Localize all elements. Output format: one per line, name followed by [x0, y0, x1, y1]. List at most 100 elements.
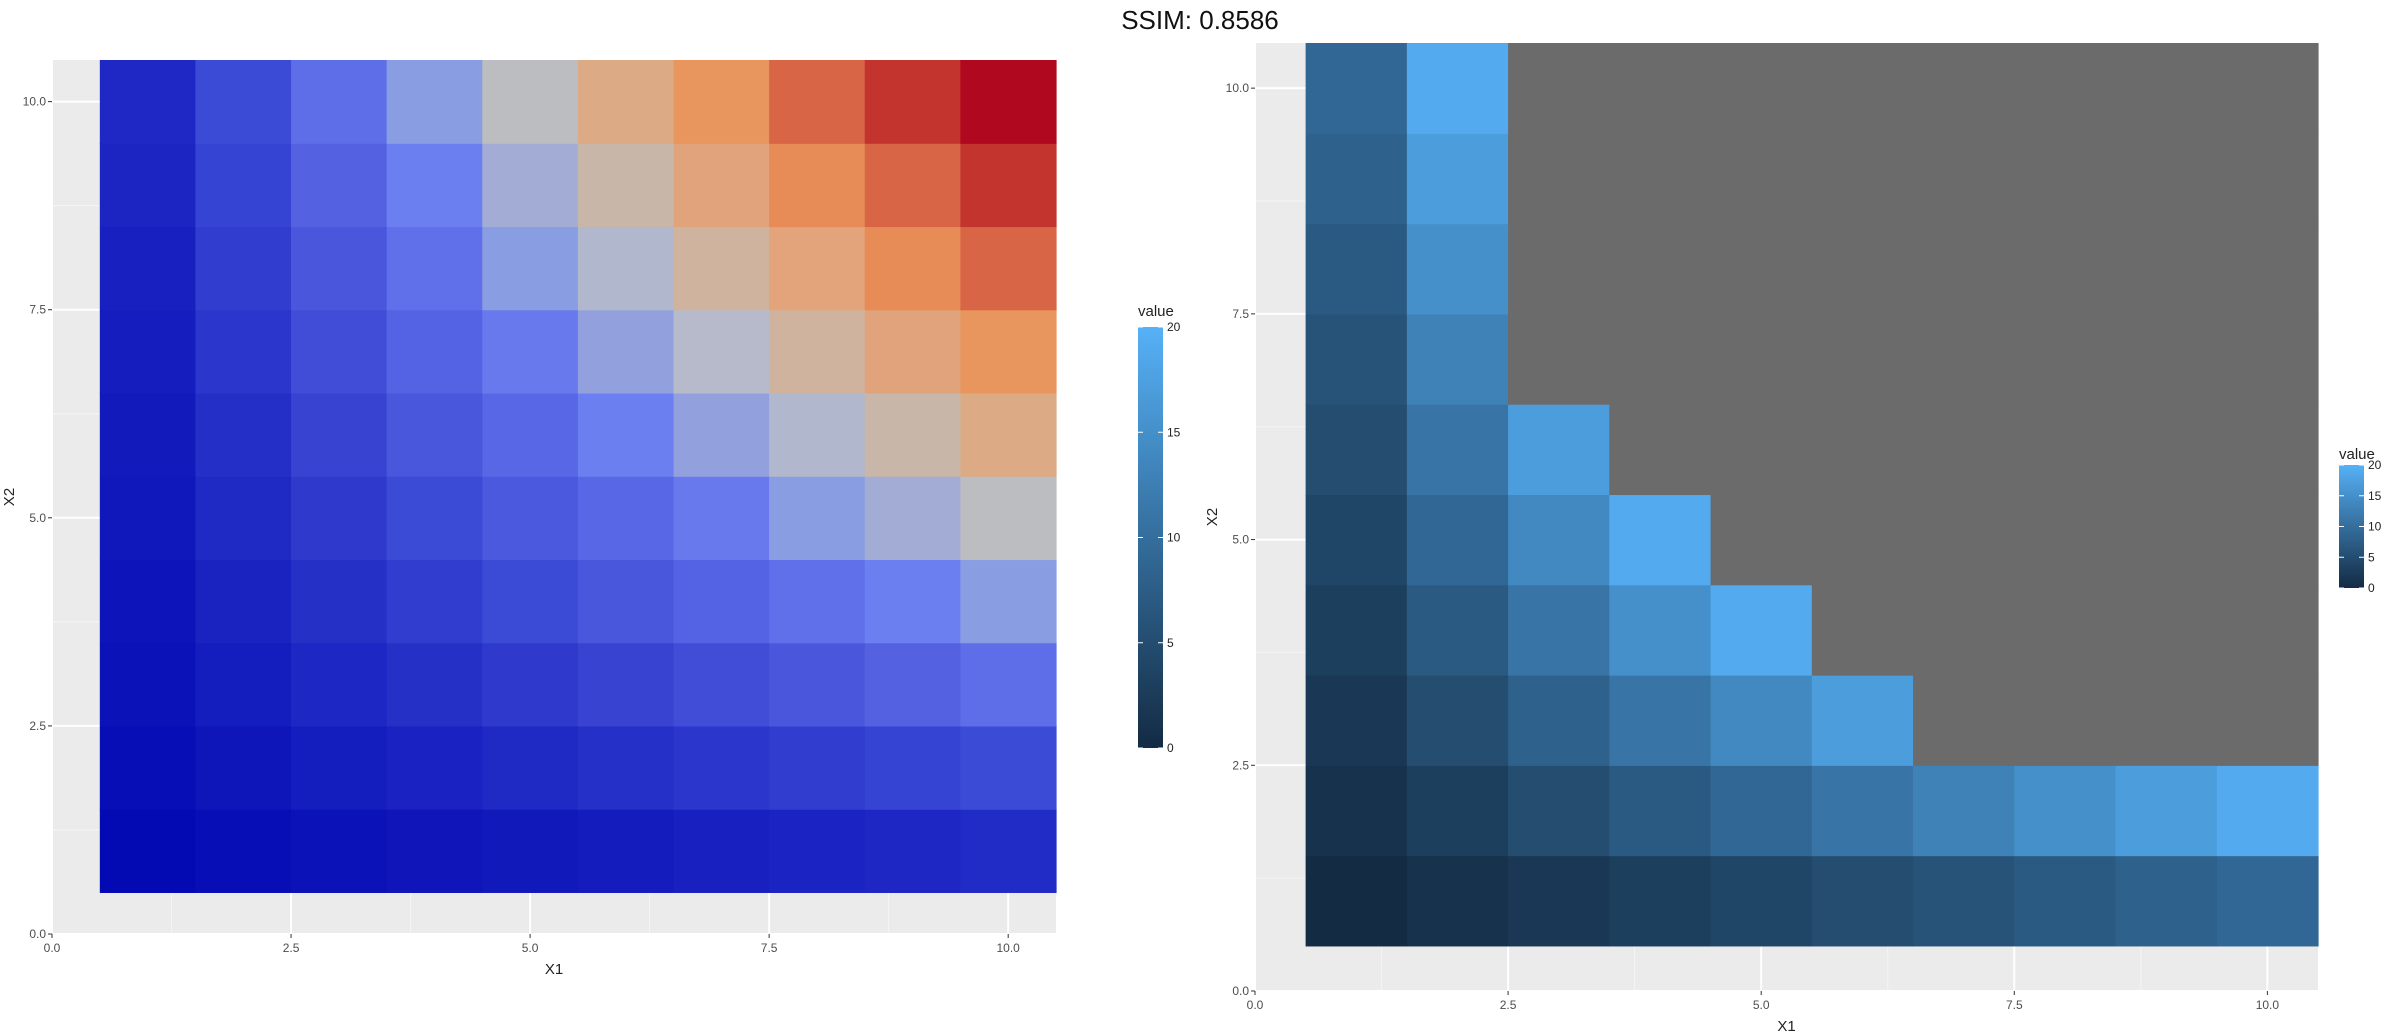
heatmap-cell — [195, 642, 292, 727]
legend-tick-label: 10 — [2368, 520, 2382, 534]
heatmap-cell — [864, 309, 961, 394]
heatmap-cell — [1811, 494, 1914, 586]
heatmap-cell — [577, 392, 675, 477]
heatmap-cell — [386, 392, 483, 477]
heatmap-cell — [1710, 584, 1813, 676]
heatmap-cell — [291, 809, 388, 893]
heatmap-cell — [1710, 43, 1813, 134]
heatmap-cell — [99, 559, 197, 644]
heatmap-cell — [960, 60, 1057, 144]
heatmap-cell — [482, 309, 579, 394]
heatmap-cell — [1508, 223, 1610, 315]
heatmap-cell — [2014, 133, 2117, 225]
heatmap-cell — [1305, 765, 1408, 857]
heatmap-cell — [386, 809, 483, 893]
heatmap-cell — [1406, 494, 1509, 586]
heatmap-cell — [1406, 765, 1509, 857]
heatmap-cells — [99, 60, 1057, 893]
heatmap-cell — [864, 725, 961, 810]
x-tick-label: 7.5 — [2006, 998, 2023, 1012]
legend-tick-label: 0 — [1167, 741, 1174, 755]
heatmap-cell — [1913, 675, 2015, 766]
x-tick-label: 0.0 — [1247, 998, 1264, 1012]
heatmap-cell — [2115, 313, 2218, 405]
heatmap-cell — [1609, 675, 1712, 766]
y-tick-label: 5.0 — [29, 511, 46, 525]
heatmap-cell — [577, 642, 675, 727]
heatmap-cell — [1609, 133, 1712, 225]
heatmap-cell — [291, 309, 388, 394]
heatmap-cell — [960, 476, 1057, 561]
heatmap-cell — [386, 143, 483, 228]
heatmap-cell — [960, 309, 1057, 394]
heatmap-cell — [195, 476, 292, 561]
heatmap-cell — [864, 559, 961, 644]
heatmap-cell — [1710, 675, 1813, 766]
heatmap-cell — [673, 226, 770, 311]
y-tick-label: 7.5 — [1232, 307, 1249, 321]
x-tick-label: 5.0 — [1753, 998, 1770, 1012]
heatmap-cell — [1710, 765, 1813, 857]
heatmap-cell — [577, 226, 675, 311]
heatmap-cell — [195, 226, 292, 311]
heatmap-cell — [769, 392, 866, 477]
heatmap-cell — [1508, 494, 1610, 586]
heatmap-cell — [1913, 43, 2015, 134]
heatmap-cell — [1913, 584, 2015, 676]
heatmap-cell — [1305, 404, 1408, 496]
legend-tick-label: 15 — [2368, 489, 2382, 503]
heatmap-cell — [482, 60, 579, 144]
x-axis-title: X1 — [545, 961, 563, 978]
heatmap-cell — [482, 559, 579, 644]
heatmap-cell — [2216, 313, 2319, 405]
y-tick-label: 0.0 — [1232, 984, 1249, 998]
heatmap-cell — [769, 226, 866, 311]
heatmap-cell — [386, 642, 483, 727]
legend-tick-label: 20 — [2368, 458, 2382, 472]
heatmap-cell — [99, 476, 197, 561]
heatmap-cell — [769, 143, 866, 228]
heatmap-cell — [960, 725, 1057, 810]
heatmap-cell — [2115, 855, 2218, 947]
heatmap-cell — [195, 392, 292, 477]
y-tick-label: 7.5 — [29, 303, 46, 317]
x-axis-title: X1 — [1777, 1018, 1795, 1034]
heatmap-cell — [864, 60, 961, 144]
heatmap-cell — [2014, 855, 2117, 947]
heatmap-cell — [99, 60, 197, 144]
heatmap-cell — [1508, 43, 1610, 134]
heatmap-cell — [960, 392, 1057, 477]
heatmap-cell — [482, 392, 579, 477]
heatmap-cell — [673, 559, 770, 644]
heatmap-cell — [99, 309, 197, 394]
heatmap-cell — [2014, 765, 2117, 857]
heatmap-cell — [2115, 494, 2218, 586]
heatmap-cell — [864, 642, 961, 727]
heatmap-cell — [1811, 223, 1914, 315]
heatmap-cell — [1710, 855, 1813, 947]
heatmap-cell — [673, 476, 770, 561]
heatmap-cell — [2014, 494, 2117, 586]
heatmap-cell — [386, 309, 483, 394]
heatmap-cell — [1609, 313, 1712, 405]
heatmap-cell — [2216, 223, 2319, 315]
heatmap-cell — [1305, 223, 1408, 315]
heatmap-cell — [291, 226, 388, 311]
heatmap-cell — [291, 143, 388, 228]
heatmap-cell — [195, 309, 292, 394]
heatmap-cell — [386, 559, 483, 644]
heatmap-cell — [960, 143, 1057, 228]
legend-tick-label: 20 — [1167, 320, 1181, 334]
heatmap-cell — [1406, 133, 1509, 225]
heatmap-cell — [673, 309, 770, 394]
heatmap-cell — [577, 309, 675, 394]
heatmap-cell — [1406, 675, 1509, 766]
heatmap-cell — [2014, 675, 2117, 766]
heatmap-cell — [1406, 223, 1509, 315]
heatmap-cell — [864, 143, 961, 228]
heatmap-cell — [1811, 584, 1914, 676]
heatmap-cell — [1913, 494, 2015, 586]
heatmap-cell — [673, 60, 770, 144]
heatmap-cell — [1710, 494, 1813, 586]
